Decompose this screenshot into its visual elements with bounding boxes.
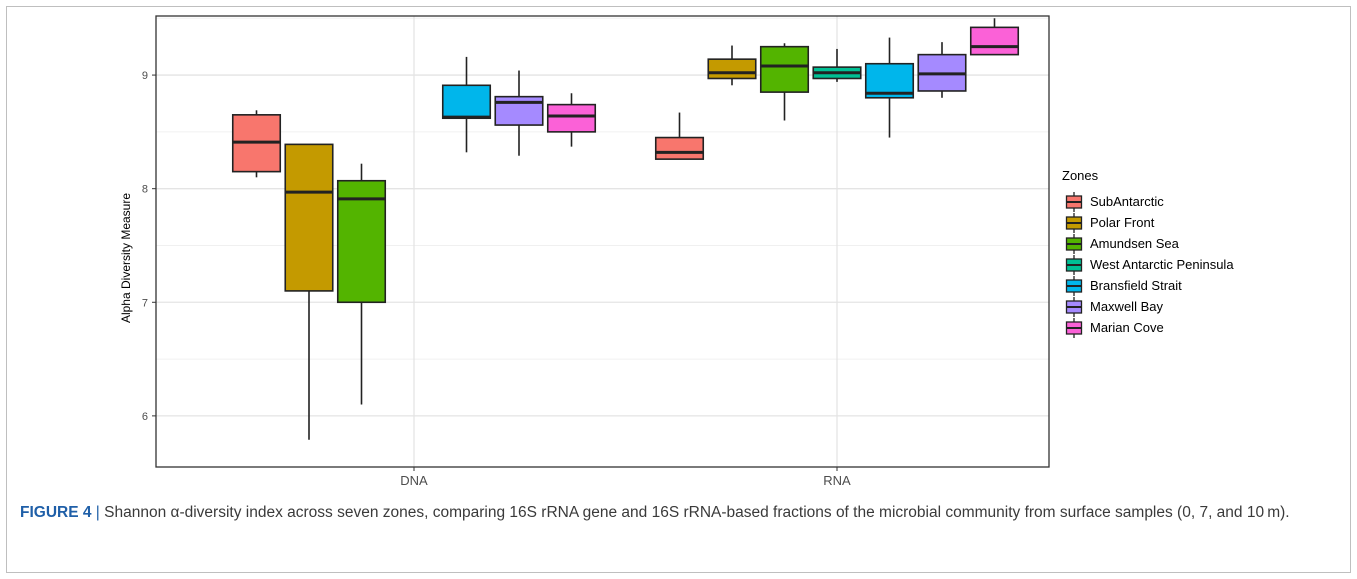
box-iqr bbox=[336, 179, 387, 304]
box-subantarctic-rna bbox=[654, 112, 705, 160]
plot-panel-border bbox=[155, 15, 1050, 468]
figure-caption: FIGURE 4 | Shannon α-diversity index acr… bbox=[20, 501, 1320, 525]
box-subantarctic-dna bbox=[231, 110, 282, 178]
legend-label: West Antarctic Peninsula bbox=[1090, 257, 1234, 272]
box-polar-front-rna bbox=[707, 45, 757, 86]
box-marian-cove-rna bbox=[969, 18, 1020, 56]
box-marian-cove-dna bbox=[546, 93, 597, 147]
y-tick-label: 9 bbox=[142, 70, 148, 82]
box-polar-front-dna bbox=[284, 143, 334, 440]
legend-label: Polar Front bbox=[1090, 215, 1155, 230]
legend-item-maxwell-bay: Maxwell Bay bbox=[1065, 297, 1163, 317]
x-tick-label-dna: DNA bbox=[400, 473, 428, 488]
box-iqr bbox=[707, 58, 757, 80]
box-iqr bbox=[546, 103, 597, 133]
legend-label: Bransfield Strait bbox=[1090, 278, 1182, 293]
box-west-antarctic-peninsula-rna bbox=[812, 48, 862, 82]
caption-separator: | bbox=[91, 504, 105, 521]
legend-item-bransfield-strait: Bransfield Strait bbox=[1065, 276, 1182, 296]
box-iqr bbox=[441, 84, 492, 120]
figure-frame bbox=[6, 6, 1351, 573]
box-iqr bbox=[284, 143, 334, 292]
boxes-layer bbox=[231, 18, 1020, 440]
caption-label: FIGURE 4 bbox=[20, 504, 92, 521]
x-tick-label-rna: RNA bbox=[823, 473, 851, 488]
box-iqr bbox=[759, 45, 810, 93]
box-bransfield-strait-dna bbox=[441, 56, 492, 153]
legend-label: Maxwell Bay bbox=[1090, 299, 1163, 314]
legend-title: Zones bbox=[1062, 168, 1099, 183]
box-iqr bbox=[969, 26, 1020, 56]
box-iqr bbox=[654, 136, 705, 160]
box-bransfield-strait-rna bbox=[864, 37, 915, 138]
box-maxwell-bay-dna bbox=[494, 70, 544, 156]
y-axis-label: Alpha Diversity Measure bbox=[119, 193, 133, 323]
caption-text: Shannon α-diversity index across seven z… bbox=[104, 504, 1290, 521]
legend-label: SubAntarctic bbox=[1090, 194, 1164, 209]
axes-layer: 6 7 8 9 DNA RNA bbox=[142, 15, 1050, 488]
legend-label: Amundsen Sea bbox=[1090, 236, 1180, 251]
legend-label: Marian Cove bbox=[1090, 320, 1164, 335]
box-amundsen-sea-rna bbox=[759, 43, 810, 121]
box-maxwell-bay-rna bbox=[917, 42, 967, 98]
legend-item-subantarctic: SubAntarctic bbox=[1065, 192, 1164, 212]
y-tick-label: 8 bbox=[142, 184, 148, 196]
legend-item-amundsen-sea: Amundsen Sea bbox=[1065, 234, 1180, 254]
legend-item-west-antarctic-peninsula: West Antarctic Peninsula bbox=[1065, 255, 1234, 275]
y-tick-label: 7 bbox=[142, 297, 148, 309]
legend-item-polar-front: Polar Front bbox=[1065, 213, 1155, 233]
legend-item-marian-cove: Marian Cove bbox=[1065, 318, 1164, 338]
box-amundsen-sea-dna bbox=[336, 163, 387, 405]
legend: Zones SubAntarctic Polar Front Amundsen Sea… bbox=[1062, 168, 1234, 338]
y-tick-label: 6 bbox=[142, 411, 148, 423]
